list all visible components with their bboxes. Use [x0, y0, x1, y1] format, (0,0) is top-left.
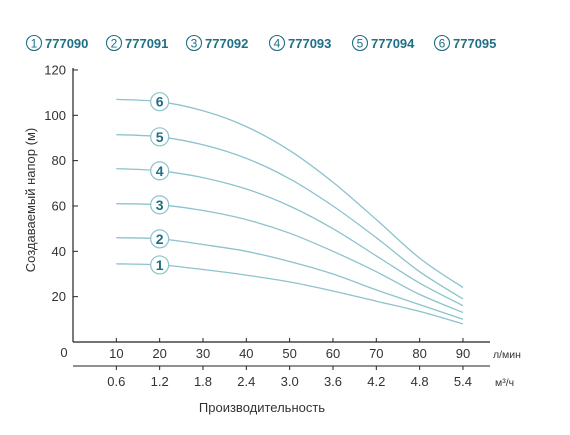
x-tick-label: 60	[326, 346, 340, 361]
legend-badge-circle	[105, 34, 123, 52]
x2-tick-label: 4.8	[411, 374, 429, 389]
x-ticks: 10 20 30 40 50 60 70 80 90	[109, 338, 470, 361]
x-tick-label: 40	[239, 346, 253, 361]
legend-series-name: 777095	[453, 36, 496, 51]
curve-777092	[116, 203, 464, 314]
legend-badge-number: 3	[191, 37, 198, 51]
curve-badge-label: 6	[156, 94, 164, 110]
curve-badge-circle	[150, 161, 170, 181]
x-axis-title: Производительность	[199, 400, 325, 415]
legend-badge-number: 2	[111, 37, 118, 51]
curve-777095	[116, 98, 464, 289]
x2-tick-label: 3.0	[281, 374, 299, 389]
x2-tick-label: 2.4	[237, 374, 255, 389]
y-tick-label: 20	[52, 289, 66, 304]
legend-badge-number: 5	[357, 37, 364, 51]
legend-series-name: 777092	[205, 36, 248, 51]
legend-series-name: 777091	[125, 36, 168, 51]
origin-label: 0	[60, 345, 67, 360]
x-tick-label: 80	[412, 346, 426, 361]
legend-badge-number: 1	[31, 37, 38, 51]
x2-unit-label: м³/ч	[495, 377, 514, 389]
legend-series-name: 777094	[371, 36, 415, 51]
legend-badge-number: 6	[439, 37, 446, 51]
curve-badge-circle	[150, 127, 170, 147]
x-tick-label: 20	[152, 346, 166, 361]
x-tick-label: 30	[196, 346, 210, 361]
curves	[116, 98, 464, 325]
legend-series-name: 777090	[45, 36, 88, 51]
axes	[72, 68, 490, 367]
legend-series-name: 777093	[288, 36, 331, 51]
curve-777091	[116, 237, 464, 320]
curve-badge-label: 5	[156, 129, 164, 145]
x-tick-label: 90	[456, 346, 470, 361]
y-axis-title: Создаваемый напор (м)	[23, 128, 38, 272]
x2-tick-label: 4.2	[367, 374, 385, 389]
curve-badge-circle	[150, 255, 170, 275]
x2-ticks: 0.6 1.2 1.8 2.4 3.0 3.6 4.2 4.8 5.4	[107, 366, 472, 389]
y-tick-label: 80	[52, 153, 66, 168]
y-tick-label: 120	[44, 62, 66, 77]
legend-badge-circle	[185, 34, 203, 52]
legend-badge-number: 4	[274, 37, 281, 51]
curve-badge-circle	[150, 195, 170, 215]
x2-tick-label: 1.8	[194, 374, 212, 389]
y-tick-label: 40	[52, 244, 66, 259]
x-tick-label: 70	[369, 346, 383, 361]
legend-badge-circle	[25, 34, 43, 52]
y-tick-label: 100	[44, 108, 66, 123]
curve-777090	[116, 263, 464, 325]
x2-tick-label: 1.2	[151, 374, 169, 389]
x-tick-label: 10	[109, 346, 123, 361]
curve-777094	[116, 133, 464, 300]
x-unit-label: л/мин	[493, 349, 521, 361]
curve-badge-label: 2	[156, 231, 164, 247]
legend-badge-circle	[351, 34, 369, 52]
curve-badge-label: 3	[156, 197, 164, 213]
curve-badge-circle	[150, 92, 170, 112]
legend-badge-circle	[433, 34, 451, 52]
x-tick-label: 50	[282, 346, 296, 361]
y-ticks: 20 40 60 80 100 120	[44, 62, 78, 304]
x2-tick-label: 0.6	[107, 374, 125, 389]
x2-tick-label: 3.6	[324, 374, 342, 389]
y-tick-label: 60	[52, 198, 66, 213]
curve-777093	[116, 167, 464, 307]
curve-badge-circle	[150, 229, 170, 249]
curve-badge-label: 4	[156, 163, 164, 179]
legend-badge-circle	[268, 34, 286, 52]
x2-tick-label: 5.4	[454, 374, 472, 389]
curve-badge-label: 1	[156, 257, 164, 273]
legend: 1 777090 2 777091 3 777092 4 777093 5 777094 6 7770…	[25, 34, 496, 52]
curve-badges: 1 2 3 4 5 6	[150, 92, 170, 275]
